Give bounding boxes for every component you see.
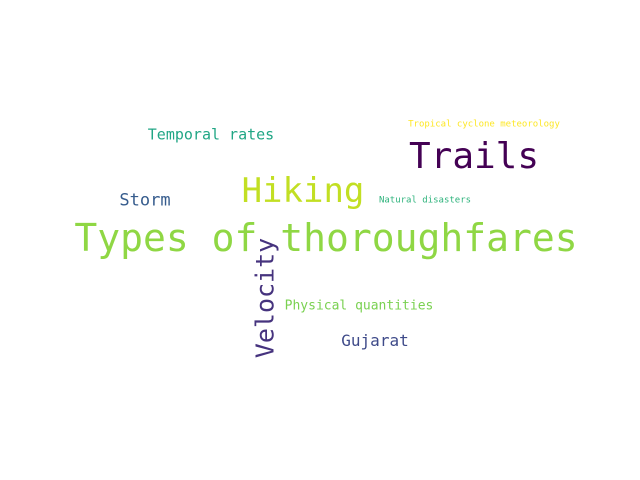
word-temporal-rates: Temporal rates — [147, 125, 275, 144]
word-natural-disasters: Natural disasters — [378, 195, 472, 206]
word-types-of-thoroughfares: Types of thoroughfares — [74, 216, 578, 260]
word-storm: Storm — [119, 190, 171, 211]
word-trails: Trails — [408, 136, 540, 177]
word-hiking: Hiking — [241, 171, 365, 211]
word-tropical-cyclone-meteorology: Tropical cyclone meteorology — [408, 119, 560, 130]
word-gujarat: Gujarat — [341, 331, 409, 350]
word-velocity: Velocity — [250, 237, 280, 359]
word-physical-quantities: Physical quantities — [284, 298, 434, 314]
